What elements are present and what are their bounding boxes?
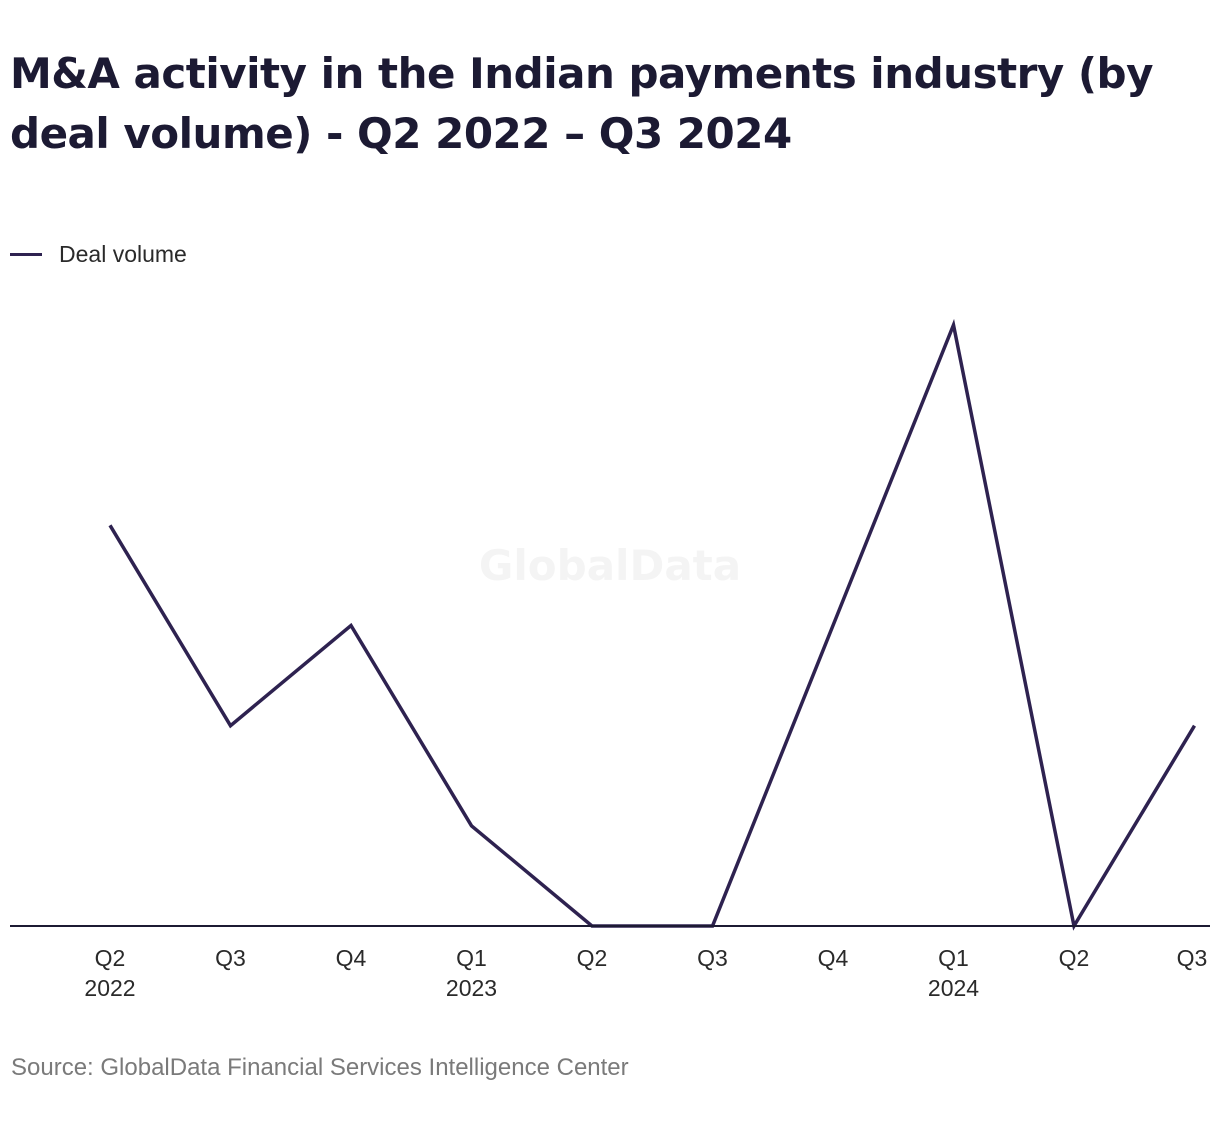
- source-note: Source: GlobalData Financial Services In…: [11, 1054, 629, 1081]
- x-tick-label-year: 2022: [84, 975, 135, 1001]
- x-tick-label-year: 2024: [928, 975, 979, 1001]
- x-tick-label-quarter: Q3: [697, 945, 728, 971]
- x-tick-labels: Q2 2022 Q3 Q4 Q1 2023 Q2 Q3 Q4 Q1 2024 Q2 Q3: [84, 945, 1207, 1001]
- series-line-deal-volume: [108, 318, 1196, 931]
- x-tick-label-quarter: Q3: [1177, 945, 1208, 971]
- chart-title: M&A activity in the Indian payments indu…: [10, 49, 1154, 158]
- x-tick-label-quarter: Q1: [938, 945, 969, 971]
- series-layer: [108, 318, 1196, 931]
- legend-label: Deal volume: [59, 241, 187, 267]
- x-tick-label-quarter: Q2: [577, 945, 608, 971]
- x-tick-label-quarter: Q2: [1059, 945, 1090, 971]
- legend: Deal volume: [10, 241, 187, 268]
- watermark: GlobalData: [479, 541, 741, 590]
- x-tick-label-quarter: Q2: [95, 945, 126, 971]
- x-tick-label-year: 2023: [446, 975, 497, 1001]
- legend-swatch: [10, 253, 42, 256]
- x-tick-label-quarter: Q1: [456, 945, 487, 971]
- x-tick-label-quarter: Q3: [215, 945, 246, 971]
- x-tick-label-quarter: Q4: [336, 945, 367, 971]
- x-tick-label-quarter: Q4: [818, 945, 849, 971]
